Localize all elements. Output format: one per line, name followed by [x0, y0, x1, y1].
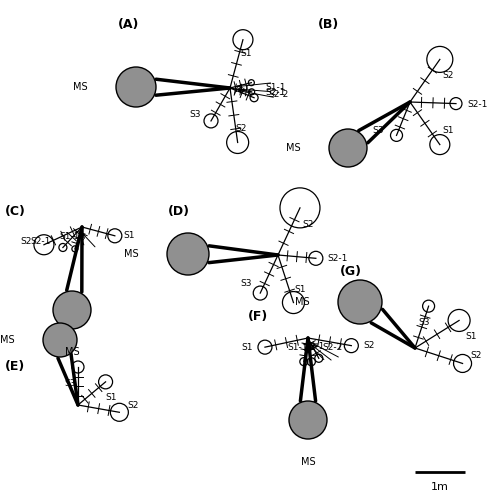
- Text: MS: MS: [296, 297, 310, 307]
- Text: S2-1: S2-1: [266, 88, 286, 98]
- Text: MS: MS: [124, 249, 139, 259]
- Text: S1-1: S1-1: [288, 343, 308, 352]
- Text: S2-2: S2-2: [268, 90, 288, 99]
- Text: 1m: 1m: [431, 482, 449, 492]
- Text: S1-1: S1-1: [60, 232, 80, 242]
- Circle shape: [329, 129, 367, 167]
- Text: S1: S1: [466, 332, 477, 341]
- Text: S1: S1: [123, 231, 134, 240]
- Polygon shape: [358, 102, 410, 143]
- Text: S3: S3: [240, 279, 252, 288]
- Text: S2: S2: [364, 341, 375, 350]
- Circle shape: [43, 323, 77, 357]
- Text: MS: MS: [74, 82, 88, 92]
- Text: S2: S2: [442, 71, 454, 80]
- Text: S3: S3: [419, 318, 430, 327]
- Text: S2: S2: [471, 351, 482, 360]
- Polygon shape: [300, 338, 316, 401]
- Polygon shape: [156, 79, 230, 95]
- Text: S2-1: S2-1: [30, 237, 51, 246]
- Text: S1: S1: [442, 126, 454, 135]
- Text: S2: S2: [235, 124, 246, 133]
- Text: S1: S1: [294, 285, 306, 294]
- Circle shape: [116, 67, 156, 107]
- Text: S3: S3: [64, 379, 76, 388]
- Text: S2-2: S2-2: [322, 343, 343, 352]
- Text: S2: S2: [20, 237, 32, 246]
- Text: MS: MS: [300, 457, 316, 467]
- Text: S1: S1: [106, 394, 118, 402]
- Polygon shape: [58, 354, 78, 405]
- Polygon shape: [66, 227, 82, 292]
- Text: (E): (E): [5, 360, 25, 373]
- Text: S2-1: S2-1: [468, 100, 488, 109]
- Text: MS: MS: [64, 347, 80, 357]
- Text: S1: S1: [240, 49, 252, 58]
- Text: (B): (B): [318, 18, 339, 31]
- Text: S2: S2: [302, 220, 314, 229]
- Text: MS: MS: [0, 335, 15, 345]
- Text: S2-1: S2-1: [328, 254, 348, 263]
- Text: (G): (G): [340, 265, 362, 278]
- Text: S3: S3: [189, 110, 201, 119]
- Circle shape: [338, 280, 382, 324]
- Text: S1-1: S1-1: [265, 83, 285, 92]
- Text: MS: MS: [286, 143, 301, 153]
- Text: S2-1: S2-1: [304, 342, 324, 351]
- Text: S2: S2: [128, 401, 139, 410]
- Text: (A): (A): [118, 18, 140, 31]
- Text: S3: S3: [373, 126, 384, 135]
- Text: S1: S1: [241, 343, 252, 351]
- Text: (D): (D): [168, 205, 190, 218]
- Polygon shape: [371, 309, 415, 348]
- Polygon shape: [209, 246, 278, 263]
- Circle shape: [53, 291, 91, 329]
- Text: (F): (F): [248, 310, 268, 323]
- Text: (C): (C): [5, 205, 26, 218]
- Circle shape: [289, 401, 327, 439]
- Circle shape: [167, 233, 209, 275]
